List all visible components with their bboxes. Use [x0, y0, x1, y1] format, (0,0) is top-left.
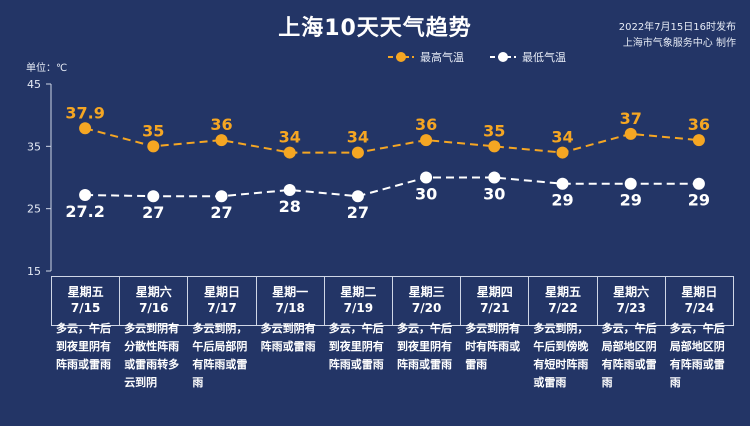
weekday-label: 星期六 [613, 285, 650, 299]
weather-description: 多云，午后局部地区阴有阵雨或雷雨 [601, 322, 657, 389]
weekday-label: 星期四 [476, 285, 513, 299]
high-point [488, 140, 501, 153]
low-point [79, 188, 92, 201]
low-point [556, 177, 569, 190]
day-column: 星期日 7/24 [664, 276, 734, 326]
low-data-label: 27 [347, 203, 369, 222]
weather-description: 多云，午后局部地区阴有阵雨或雷雨 [669, 322, 725, 389]
weekday-label: 星期一 [272, 285, 309, 299]
weather-description: 多云到阴有阵雨或雷雨 [260, 322, 316, 353]
high-point [351, 146, 364, 159]
legend-low-label: 最低气温 [522, 51, 566, 64]
low-data-label: 28 [279, 197, 301, 216]
weekday-label: 星期三 [408, 285, 445, 299]
chart-title: 上海10天天气趋势 [278, 16, 472, 41]
weather-description: 多云到阴有分散性阵雨或雷雨转多云到阴 [124, 322, 180, 389]
day-column: 星期日 7/17 [187, 276, 257, 326]
date-label: 7/20 [411, 301, 442, 315]
weekday-label: 星期五 [67, 285, 104, 299]
high-point [692, 134, 705, 147]
weather-description: 多云到阴，午后到傍晚有短时阵雨或雷雨 [533, 322, 589, 389]
day-column: 星期六 7/23 [596, 276, 666, 326]
high-point [147, 140, 160, 153]
low-point [351, 190, 364, 203]
high-point [79, 122, 92, 135]
low-point [488, 171, 501, 184]
high-data-label: 35 [142, 121, 164, 140]
date-label: 7/16 [139, 301, 169, 315]
high-data-label: 37.9 [65, 103, 104, 122]
weekday-label: 星期五 [544, 285, 581, 299]
low-data-label: 30 [415, 185, 437, 204]
weekday-label: 星期日 [203, 285, 240, 299]
series-line-low [85, 176, 699, 198]
date-label: 7/23 [616, 301, 646, 315]
day-column: 星期六 7/16 [119, 276, 189, 326]
date-label: 7/22 [548, 301, 578, 315]
low-point [147, 190, 160, 203]
high-data-label: 36 [415, 115, 437, 134]
high-point [420, 134, 433, 147]
date-label: 7/15 [70, 301, 101, 315]
low-data-label: 27 [142, 203, 164, 222]
chart-legend: 最高气温 最低气温 [388, 49, 592, 65]
legend-high-marker [388, 52, 414, 62]
date-label: 7/24 [684, 301, 715, 315]
publisher: 上海市气象服务中心 制作 [622, 38, 736, 49]
date-label: 7/17 [207, 301, 237, 315]
date-label: 7/21 [480, 301, 510, 315]
low-point [283, 183, 296, 196]
low-data-label: 27.2 [65, 202, 104, 221]
low-data-label: 29 [620, 191, 642, 210]
high-point [624, 127, 637, 140]
weather-description: 多云到阴，午后局部阴有阵雨或雷雨 [192, 322, 248, 389]
high-point [283, 146, 296, 159]
high-data-label: 36 [210, 115, 232, 134]
weather-description: 多云，午后到夜里阴有阵雨或雷雨 [56, 322, 111, 371]
day-column: 星期三 7/20 [392, 276, 462, 326]
publish-info: 2022年7月15日16时发布 上海市气象服务中心 制作 [619, 20, 736, 52]
legend-high: 最高气温 [388, 49, 464, 65]
day-column: 星期五 7/22 [528, 276, 598, 326]
high-data-label: 34 [279, 128, 301, 147]
weather-description: 多云，午后到夜里阴有阵雨或雷雨 [328, 322, 384, 371]
high-data-label: 37 [620, 109, 642, 128]
series-line-high [84, 127, 699, 154]
high-point [556, 146, 569, 159]
legend-high-label: 最高气温 [420, 51, 464, 64]
high-point [215, 134, 228, 147]
high-data-label: 36 [688, 115, 710, 134]
y-tick-label: 15 [27, 265, 41, 278]
high-data-label: 34 [551, 128, 573, 147]
date-label: 7/19 [343, 301, 374, 315]
y-tick-label: 35 [27, 140, 41, 153]
date-label: 7/18 [275, 301, 305, 315]
low-data-label: 27 [210, 203, 232, 222]
day-column: 星期五 7/15 [51, 276, 121, 326]
weekday-label: 星期二 [340, 285, 377, 299]
legend-low: 最低气温 [490, 49, 566, 65]
y-tick-label: 25 [27, 203, 41, 216]
low-data-label: 29 [551, 191, 573, 210]
weekday-label: 星期日 [681, 285, 718, 299]
publish-time: 2022年7月15日16时发布 [618, 22, 736, 33]
weather-description: 多云，午后到夜里阴有阵雨或雷雨 [397, 322, 452, 371]
unit-label: 单位：℃ [26, 63, 68, 74]
day-column: 星期二 7/19 [323, 276, 393, 326]
high-data-label: 34 [347, 128, 369, 147]
low-point [215, 190, 228, 203]
day-column: 星期一 7/18 [255, 276, 325, 326]
day-column: 星期四 7/21 [460, 276, 530, 326]
low-point [692, 177, 705, 190]
low-data-label: 30 [483, 185, 505, 204]
low-data-label: 29 [688, 191, 710, 210]
legend-low-marker [490, 52, 516, 62]
y-tick-label: 45 [27, 78, 41, 91]
weather-description: 多云到阴有时有阵雨或雷雨 [465, 322, 521, 371]
low-point [624, 177, 637, 190]
high-data-label: 35 [483, 121, 505, 140]
low-point [420, 171, 433, 184]
weekday-label: 星期六 [135, 285, 172, 299]
